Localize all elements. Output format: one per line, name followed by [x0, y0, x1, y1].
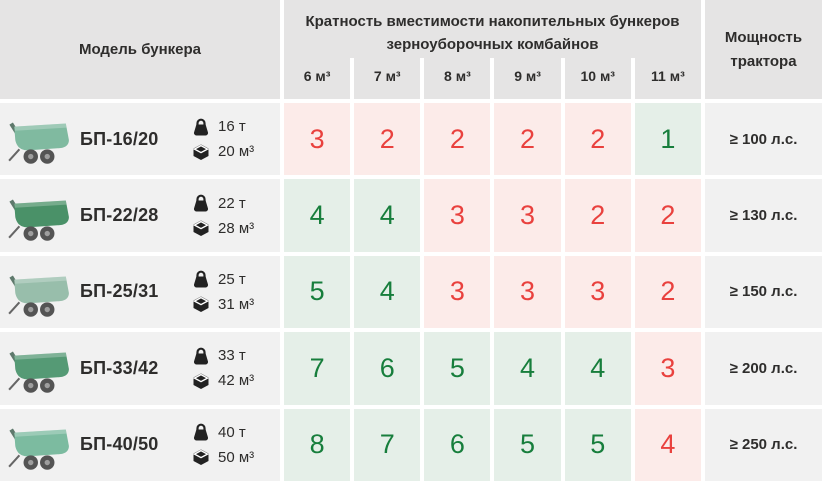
value-cell: 4 [564, 332, 631, 405]
model-specs: 33 т 42 м³ [192, 347, 254, 390]
value-cell: 3 [564, 255, 631, 329]
weight-value: 25 т [218, 270, 246, 288]
volume-value: 28 м³ [218, 219, 255, 237]
value-cell: 2 [634, 179, 701, 252]
volume-spec: 20 м³ [192, 143, 254, 161]
value-cell: 8 [284, 408, 351, 481]
value-cell: 3 [424, 179, 491, 252]
power-column-header-label: Мощность трактора [724, 29, 803, 70]
volume-value: 42 м³ [218, 372, 255, 390]
weight-spec: 33 т [192, 347, 254, 365]
volume-spec: 42 м³ [192, 372, 254, 390]
table-row-model-bp-16-20: БП-16/20 16 т 20 м³ [0, 103, 280, 176]
value-cell: 3 [494, 179, 561, 252]
model-specs: 25 т 31 м³ [192, 270, 255, 314]
table-row-model-bp-40-50: БП-40/50 40 т 50 м³ [0, 408, 280, 481]
power-column-header: Мощность трактора [704, 0, 822, 99]
capacity-col-header-11: 11 м³ [634, 58, 701, 99]
table-row-model-bp-25-31: БП-25/31 25 т 31 м³ [0, 255, 280, 329]
model-specs: 40 т 50 м³ [192, 423, 254, 466]
power-value: ≥ 130 л.с. [704, 179, 822, 252]
weight-value: 33 т [218, 347, 246, 365]
power-value: ≥ 250 л.с. [704, 408, 822, 481]
weight-spec: 25 т [192, 270, 254, 289]
capacity-col-header-10: 10 м³ [564, 58, 631, 99]
capacity-group-title: Кратность вместимости накопительных бунк… [284, 0, 701, 58]
cube-icon [192, 449, 210, 466]
value-cell: 5 [284, 255, 351, 329]
power-value: ≥ 150 л.с. [704, 255, 822, 329]
capacity-col-header-7: 7 м³ [354, 58, 421, 99]
value-cell: 3 [494, 255, 561, 329]
value-cell: 2 [634, 255, 701, 329]
model-name: БП-25/31 [80, 281, 159, 302]
value-cell: 5 [564, 408, 631, 481]
model-column-header-label: Модель бункера [78, 41, 202, 58]
trailer-image [6, 188, 72, 244]
model-name: БП-16/20 [80, 128, 159, 149]
weight-icon [192, 194, 210, 213]
trailer-image [6, 111, 72, 167]
value-cell: 4 [284, 179, 351, 252]
trailer-image [6, 417, 72, 473]
trailer-image [6, 264, 72, 320]
weight-spec: 22 т [192, 194, 254, 213]
value-cell: 7 [354, 408, 421, 481]
capacity-header-group: Кратность вместимости накопительных бунк… [284, 0, 701, 99]
model-name: БП-22/28 [80, 205, 159, 226]
value-cell: 3 [284, 103, 351, 176]
value-cell: 4 [354, 179, 421, 252]
value-cell: 5 [424, 332, 491, 405]
volume-spec: 28 м³ [192, 219, 254, 237]
value-cell: 2 [564, 103, 631, 176]
model-name: БП-40/50 [80, 434, 159, 455]
capacity-col-header-6: 6 м³ [284, 58, 351, 99]
value-cell: 3 [424, 255, 491, 329]
capacity-col-header-8: 8 м³ [424, 58, 491, 99]
value-cell: 4 [494, 332, 561, 405]
weight-value: 16 т [218, 118, 246, 136]
cube-icon [192, 143, 210, 161]
model-specs: 16 т 20 м³ [192, 118, 254, 161]
model-specs: 22 т 28 м³ [192, 194, 254, 237]
value-cell: 3 [634, 332, 701, 405]
value-cell: 2 [424, 103, 491, 176]
trailer-image [6, 340, 72, 396]
volume-value: 20 м³ [218, 143, 255, 161]
cube-icon [192, 219, 210, 237]
weight-spec: 16 т [192, 118, 254, 136]
weight-value: 22 т [218, 194, 246, 212]
weight-value: 40 т [218, 423, 246, 441]
value-cell: 5 [494, 408, 561, 481]
weight-spec: 40 т [192, 423, 254, 442]
volume-spec: 31 м³ [192, 295, 255, 314]
volume-value: 31 м³ [218, 295, 255, 313]
value-cell: 2 [354, 103, 421, 176]
value-cell: 6 [424, 408, 491, 481]
model-column-header: Модель бункера [0, 0, 280, 99]
table-row-model-bp-22-28: БП-22/28 22 т 28 м³ [0, 179, 280, 252]
volume-spec: 50 м³ [192, 448, 254, 466]
value-cell: 7 [284, 332, 351, 405]
capacity-col-header-9: 9 м³ [494, 58, 561, 99]
table-row-model-bp-33-42: БП-33/42 33 т 42 м³ [0, 332, 280, 405]
weight-icon [192, 423, 210, 442]
power-value: ≥ 200 л.с. [704, 332, 822, 405]
weight-icon [192, 271, 210, 289]
power-value: ≥ 100 л.с. [704, 103, 822, 176]
value-cell: 6 [354, 332, 421, 405]
value-cell: 1 [634, 103, 701, 176]
volume-value: 50 м³ [218, 448, 255, 466]
model-name: БП-33/42 [80, 357, 159, 378]
weight-icon [192, 118, 210, 136]
value-cell: 4 [354, 255, 421, 329]
cube-icon [192, 372, 210, 390]
value-cell: 2 [564, 179, 631, 252]
value-cell: 4 [634, 408, 701, 481]
weight-icon [192, 347, 210, 365]
cube-icon [192, 296, 210, 314]
value-cell: 2 [494, 103, 561, 176]
